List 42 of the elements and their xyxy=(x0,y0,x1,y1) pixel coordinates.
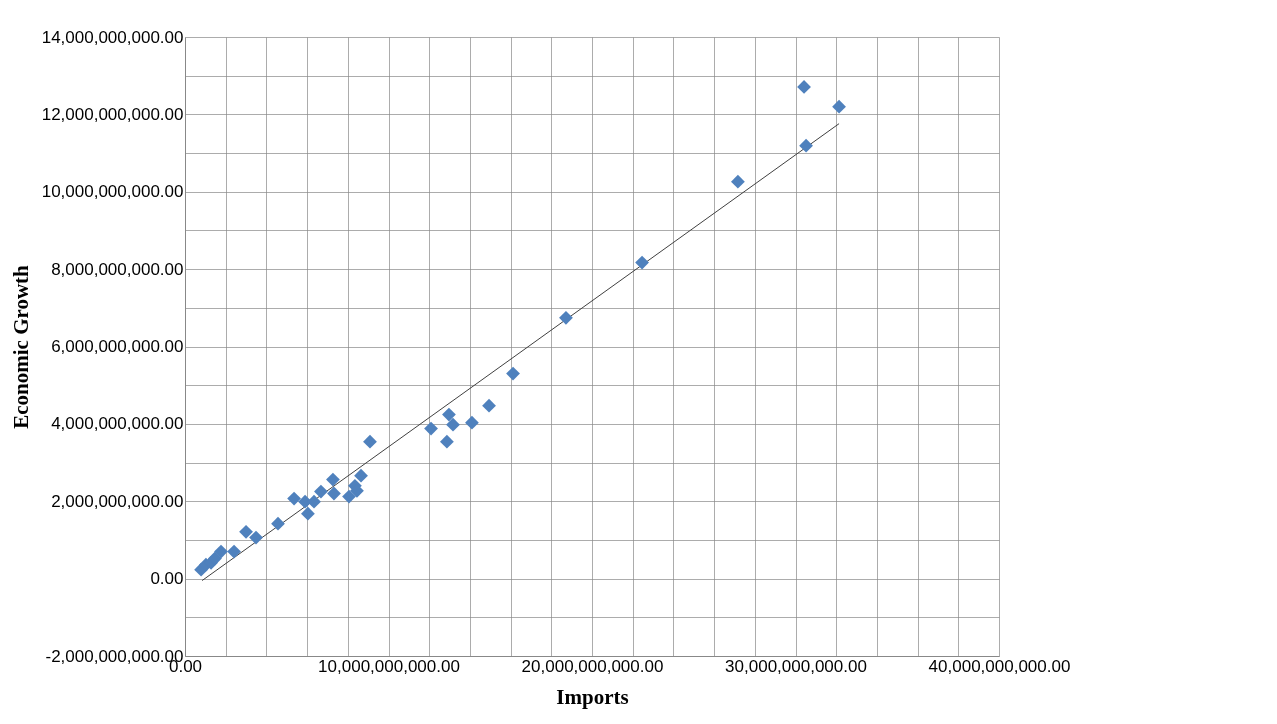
x-tick-label: 10,000,000,000.00 xyxy=(318,656,460,676)
point xyxy=(482,398,496,413)
point xyxy=(446,417,460,432)
point xyxy=(326,472,340,487)
point xyxy=(797,80,811,94)
point xyxy=(465,415,479,430)
point xyxy=(307,494,321,509)
point xyxy=(342,489,356,504)
point xyxy=(799,138,813,153)
point xyxy=(731,174,745,189)
point xyxy=(271,516,285,531)
y-tick-label: 8,000,000,000.00 xyxy=(51,259,184,279)
point xyxy=(249,530,263,545)
y-tick-label: 12,000,000,000.00 xyxy=(41,104,184,124)
point xyxy=(239,524,253,539)
x-tick-label: 20,000,000,000.00 xyxy=(521,656,664,676)
point xyxy=(832,99,846,114)
y-tick-label: 2,000,000,000.00 xyxy=(51,491,184,511)
point xyxy=(287,491,301,506)
y-tick-label: 14,000,000,000.00 xyxy=(41,27,184,47)
y-tick-label: 4,000,000,000.00 xyxy=(51,414,184,434)
point xyxy=(442,407,456,422)
point xyxy=(440,434,454,449)
point xyxy=(208,551,222,566)
x-axis-title: Imports xyxy=(556,684,629,709)
y-tick-label: 10,000,000,000.00 xyxy=(41,182,184,202)
point xyxy=(214,544,228,559)
point xyxy=(506,366,520,381)
point xyxy=(314,484,328,499)
x-tick-label: 40,000,000,000.00 xyxy=(928,656,1071,676)
point xyxy=(354,468,368,483)
point xyxy=(301,506,315,521)
point xyxy=(227,544,241,559)
y-axis-title: Economic Growth xyxy=(8,264,33,429)
point xyxy=(327,486,341,501)
y-tick-label: 6,000,000,000.00 xyxy=(51,337,184,356)
point xyxy=(363,434,377,449)
x-tick-label: 30,000,000,000.00 xyxy=(725,656,867,676)
y-tick-label: 0.00 xyxy=(150,569,184,589)
point xyxy=(424,421,438,436)
point xyxy=(559,310,573,325)
point xyxy=(635,255,649,270)
